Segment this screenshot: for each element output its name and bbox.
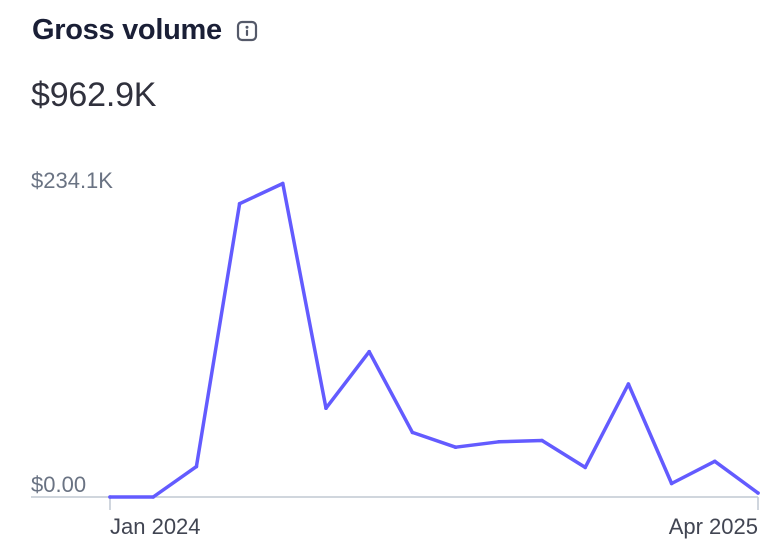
data-point-2025-04 [756,491,760,495]
y-tick-label-min: $0.00 [31,472,86,497]
data-point-2024-11 [540,438,544,443]
data-point-2024-01 [108,495,112,499]
y-tick-label-max: $234.1K [31,168,113,193]
data-point-2024-12 [583,465,587,470]
data-point-2024-09 [453,445,458,450]
data-point-2024-07 [367,349,372,354]
data-point-2024-03 [194,464,199,469]
data-point-2025-01 [626,382,631,386]
series-points [108,181,760,499]
x-tick-label-end: Apr 2025 [669,514,758,539]
data-point-2025-02 [669,481,674,486]
data-point-2024-10 [497,440,501,444]
data-point-2024-08 [410,430,415,435]
data-point-2024-06 [324,406,328,411]
data-point-2024-05 [281,181,285,186]
data-point-2024-04 [237,201,242,206]
x-tick-label-start: Jan 2024 [110,514,201,539]
series-line-gross-volume [108,181,760,499]
chart-title: Gross volume [32,14,222,46]
data-point-2024-02 [151,495,155,499]
info-icon[interactable] [236,20,258,42]
gross-volume-total: $962.9K [31,76,157,114]
chart-header: Gross volume [32,14,258,47]
data-point-2025-03 [713,459,717,464]
